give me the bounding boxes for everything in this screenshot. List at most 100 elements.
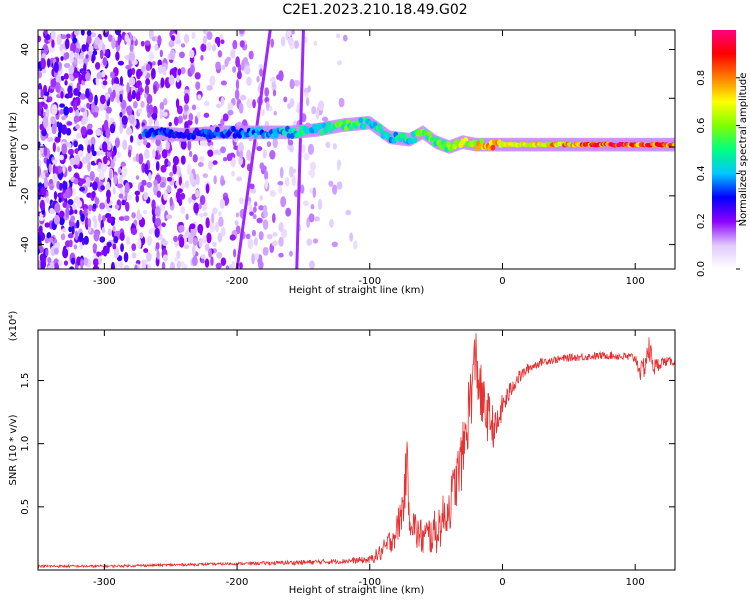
noise-speck	[176, 260, 181, 269]
noise-speck	[151, 67, 156, 80]
noise-speck	[205, 183, 210, 194]
noise-speck	[126, 105, 133, 116]
noise-speck	[303, 152, 310, 161]
noise-speck	[167, 161, 171, 167]
noise-speck	[103, 119, 109, 131]
noise-speck	[138, 108, 142, 114]
noise-speck	[317, 198, 323, 210]
noise-speck	[52, 173, 58, 184]
noise-speck	[220, 96, 225, 106]
noise-speck	[227, 102, 234, 111]
noise-speck	[268, 105, 273, 112]
noise-speck	[67, 233, 74, 239]
colorbar-tick-label: 0.4	[696, 165, 707, 181]
x-axis-label: Height of straight line (km)	[289, 585, 425, 596]
noise-speck	[121, 115, 128, 125]
noise-speck	[154, 217, 162, 227]
noise-speck	[92, 203, 97, 209]
noise-speck	[144, 84, 150, 96]
noise-speck	[217, 211, 222, 217]
x-tick-label: 0	[499, 577, 505, 588]
noise-speck	[113, 174, 118, 185]
noise-speck	[241, 59, 245, 71]
noise-speck	[109, 123, 116, 134]
noise-speck	[172, 163, 177, 175]
noise-speck	[191, 31, 196, 40]
noise-speck	[136, 68, 143, 77]
noise-speck	[94, 94, 98, 106]
noise-speck	[90, 32, 97, 38]
noise-speck	[52, 159, 58, 165]
noise-speck	[189, 150, 193, 158]
noise-speck	[91, 143, 95, 154]
noise-speck	[249, 183, 255, 190]
noise-speck	[131, 90, 136, 100]
noise-speck	[117, 35, 121, 46]
noise-speck	[58, 260, 63, 266]
noise-speck	[42, 43, 49, 55]
noise-speck	[236, 70, 242, 80]
noise-speck	[258, 64, 264, 69]
y-tick-label: -40	[20, 236, 31, 252]
noise-speck	[53, 190, 58, 201]
noise-speck	[44, 222, 51, 228]
noise-speck	[256, 75, 260, 83]
noise-speck	[63, 63, 71, 68]
noise-speck	[109, 71, 115, 79]
noise-speck	[61, 143, 68, 155]
noise-speck	[54, 202, 61, 213]
noise-speck	[178, 198, 183, 207]
noise-speck	[101, 226, 106, 234]
noise-speck	[176, 250, 181, 259]
noise-speck	[72, 37, 78, 44]
noise-speck	[76, 219, 80, 229]
noise-speck	[273, 110, 277, 116]
noise-speck	[225, 265, 230, 269]
noise-speck	[59, 210, 65, 218]
noise-speck	[74, 30, 80, 36]
noise-speck	[146, 93, 153, 105]
noise-speck	[67, 165, 72, 172]
noise-speck	[145, 78, 151, 86]
trace-point	[479, 138, 485, 145]
noise-speck	[39, 123, 44, 131]
noise-speck	[189, 49, 195, 59]
noise-speck	[39, 144, 45, 154]
noise-speck	[206, 232, 212, 244]
noise-speck	[126, 127, 133, 136]
noise-speck	[98, 213, 102, 223]
noise-speck	[141, 162, 146, 173]
noise-speck	[53, 247, 59, 255]
noise-speck	[136, 213, 143, 221]
noise-speck	[45, 108, 50, 118]
noise-speck	[43, 177, 49, 189]
noise-speck	[244, 65, 251, 75]
noise-speck	[174, 256, 178, 262]
noise-speck	[54, 262, 60, 269]
x-tick-label: 100	[626, 577, 645, 588]
noise-speck	[219, 198, 226, 209]
noise-speck	[159, 182, 166, 188]
noise-speck	[106, 241, 112, 248]
noise-speck	[54, 136, 61, 143]
noise-speck	[56, 145, 60, 153]
noise-speck	[114, 137, 120, 148]
noise-speck	[38, 35, 42, 43]
noise-speck	[87, 204, 93, 212]
noise-speck	[119, 111, 123, 118]
noise-speck	[69, 50, 74, 61]
x-tick-label: -300	[93, 276, 116, 287]
noise-speck	[118, 193, 124, 199]
noise-speck	[144, 40, 151, 46]
noise-speck	[246, 76, 252, 86]
noise-speck	[104, 92, 109, 101]
trace-point	[377, 123, 383, 130]
noise-speck	[106, 140, 112, 151]
noise-speck	[50, 116, 56, 125]
noise-speck	[289, 250, 293, 257]
noise-speck	[48, 237, 54, 243]
noise-speck	[72, 72, 80, 78]
noise-speck	[70, 42, 77, 54]
noise-speck	[47, 257, 52, 264]
